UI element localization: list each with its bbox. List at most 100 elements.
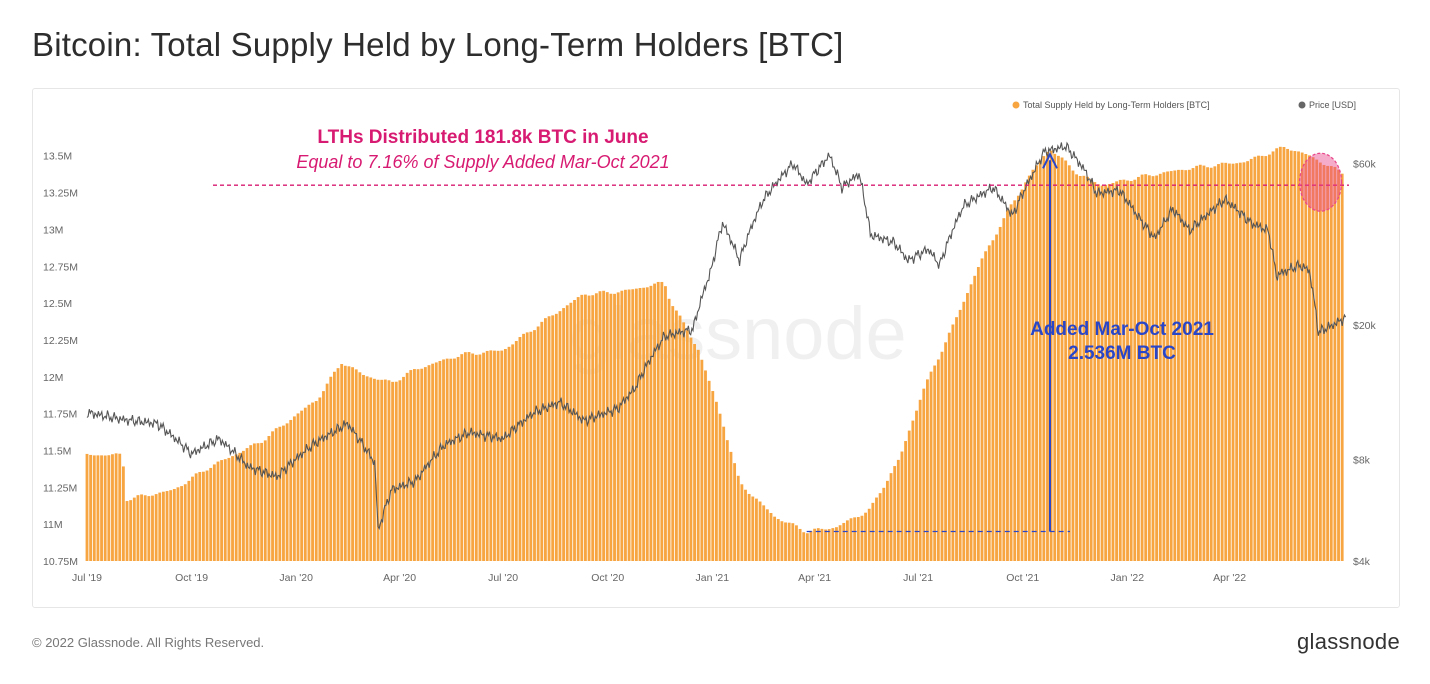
supply-bar-164 bbox=[682, 322, 686, 561]
supply-bar-120 bbox=[522, 333, 525, 561]
supply-bar-181 bbox=[744, 489, 747, 561]
supply-bar-48 bbox=[260, 442, 264, 561]
supply-bar-40 bbox=[231, 456, 234, 561]
supply-bar-267 bbox=[1056, 155, 1060, 561]
supply-bar-237 bbox=[947, 332, 951, 561]
supply-bar-144 bbox=[609, 293, 613, 561]
distributed-title: LTHs Distributed 181.8k BTC in June bbox=[317, 127, 648, 148]
x-tick-label-11: Apr '22 bbox=[1213, 572, 1246, 584]
x-tick-label-9: Oct '21 bbox=[1006, 572, 1039, 584]
supply-bar-265 bbox=[1049, 150, 1053, 562]
supply-bar-254 bbox=[1009, 204, 1013, 561]
supply-bar-2 bbox=[92, 455, 96, 561]
supply-bar-284 bbox=[1118, 179, 1122, 561]
supply-bar-256 bbox=[1016, 195, 1020, 561]
supply-bar-33 bbox=[205, 470, 209, 561]
supply-bar-82 bbox=[383, 379, 387, 561]
supply-bar-342 bbox=[1329, 166, 1333, 561]
y-left-tick-label-9: 13M bbox=[43, 224, 63, 236]
supply-bar-330 bbox=[1286, 148, 1290, 561]
supply-bar-213 bbox=[860, 515, 864, 561]
supply-bar-62 bbox=[311, 402, 314, 561]
supply-bar-204 bbox=[827, 529, 831, 561]
y-left-tick-label-10: 13.25M bbox=[43, 188, 78, 200]
y-left-tick-label-4: 11.75M bbox=[43, 409, 77, 421]
supply-bar-150 bbox=[631, 289, 635, 561]
supply-bar-100 bbox=[449, 358, 453, 561]
supply-bar-3 bbox=[96, 455, 100, 561]
legend-label-price: Price [USD] bbox=[1309, 100, 1356, 110]
supply-bar-64 bbox=[318, 397, 322, 561]
y-right-tick-label-2: $20k bbox=[1353, 320, 1377, 332]
supply-bar-142 bbox=[602, 290, 606, 561]
supply-bar-85 bbox=[394, 381, 398, 561]
supply-bar-328 bbox=[1278, 146, 1282, 562]
supply-bar-288 bbox=[1133, 179, 1137, 561]
supply-bar-225 bbox=[904, 441, 908, 561]
supply-bar-222 bbox=[893, 466, 897, 561]
supply-bar-332 bbox=[1293, 151, 1297, 561]
supply-bar-241 bbox=[962, 301, 966, 561]
supply-bar-112 bbox=[493, 350, 496, 561]
supply-bar-318 bbox=[1242, 162, 1246, 561]
supply-bar-47 bbox=[256, 443, 260, 561]
supply-bar-92 bbox=[420, 368, 424, 561]
x-tick-label-8: Jul '21 bbox=[903, 572, 933, 584]
supply-bar-134 bbox=[573, 299, 576, 561]
supply-bar-269 bbox=[1064, 160, 1068, 561]
supply-bar-53 bbox=[278, 426, 282, 561]
supply-bar-317 bbox=[1238, 162, 1242, 562]
supply-bar-331 bbox=[1289, 150, 1293, 561]
supply-bar-143 bbox=[605, 292, 609, 561]
supply-bar-146 bbox=[616, 292, 620, 561]
supply-bar-84 bbox=[391, 381, 395, 561]
supply-bar-113 bbox=[496, 350, 500, 561]
supply-bar-9 bbox=[118, 453, 122, 561]
supply-bar-195 bbox=[795, 525, 798, 561]
supply-bar-180 bbox=[740, 484, 744, 561]
supply-bar-161 bbox=[671, 306, 675, 561]
supply-bar-52 bbox=[274, 428, 278, 561]
supply-bar-159 bbox=[664, 286, 667, 561]
supply-bar-319 bbox=[1246, 161, 1250, 561]
supply-bar-17 bbox=[147, 496, 151, 561]
x-tick-label-1: Oct '19 bbox=[175, 572, 208, 584]
added-label-line1: Added Mar-Oct 2021 bbox=[1030, 319, 1214, 340]
supply-bar-203 bbox=[824, 529, 827, 561]
supply-bar-239 bbox=[955, 317, 958, 561]
supply-bar-39 bbox=[227, 457, 231, 561]
supply-bar-182 bbox=[747, 493, 751, 561]
price-line bbox=[86, 141, 1347, 531]
supply-bar-71 bbox=[343, 365, 347, 561]
supply-bar-257 bbox=[1020, 189, 1024, 561]
supply-bar-206 bbox=[835, 527, 838, 561]
supply-bar-123 bbox=[533, 330, 536, 561]
supply-bar-272 bbox=[1075, 174, 1079, 561]
supply-bar-41 bbox=[234, 454, 238, 561]
supply-bar-323 bbox=[1260, 155, 1264, 561]
supply-bar-168 bbox=[696, 349, 700, 561]
supply-bar-136 bbox=[580, 294, 584, 561]
x-tick-label-7: Apr '21 bbox=[798, 572, 831, 584]
supply-bar-156 bbox=[653, 283, 656, 561]
supply-bar-201 bbox=[816, 528, 820, 561]
y-right-tick-label-0: $4k bbox=[1353, 556, 1371, 568]
supply-bar-186 bbox=[762, 505, 766, 561]
supply-bar-149 bbox=[627, 289, 631, 561]
supply-bar-197 bbox=[802, 532, 806, 561]
supply-bar-78 bbox=[369, 377, 373, 561]
supply-bar-131 bbox=[562, 308, 566, 561]
supply-bar-43 bbox=[242, 450, 245, 561]
supply-bar-114 bbox=[500, 350, 504, 561]
supply-bar-302 bbox=[1184, 170, 1188, 562]
supply-bar-12 bbox=[129, 500, 133, 561]
supply-bar-32 bbox=[202, 471, 205, 561]
supply-bar-119 bbox=[518, 337, 522, 561]
supply-bar-247 bbox=[984, 251, 988, 561]
supply-bar-314 bbox=[1227, 163, 1231, 561]
supply-bar-158 bbox=[660, 281, 664, 561]
copyright-text: © 2022 Glassnode. All Rights Reserved. bbox=[32, 635, 265, 650]
supply-bar-223 bbox=[896, 459, 900, 561]
supply-bar-312 bbox=[1220, 162, 1224, 561]
distributed-subtitle: Equal to 7.16% of Supply Added Mar-Oct 2… bbox=[296, 152, 669, 172]
